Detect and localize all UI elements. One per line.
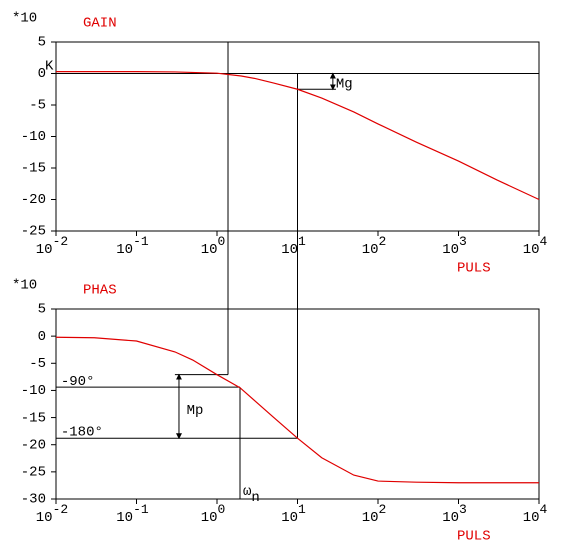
x-tick-exponent: -1: [133, 234, 149, 249]
x-tick-base: 10: [201, 510, 218, 526]
x-tick-base: 10: [362, 510, 379, 526]
x-tick-base: 10: [36, 510, 53, 526]
x-tick-label: 10-2: [36, 502, 68, 525]
y-tick-label: -5: [29, 356, 46, 372]
y-tick-label: 0: [38, 66, 46, 82]
y-tick-label: 5: [38, 35, 46, 51]
x-tick-label: 100: [201, 502, 226, 525]
annotation-text: -180°: [61, 424, 103, 440]
annotation: K: [45, 58, 54, 74]
y-tick-label: -20: [21, 192, 46, 208]
y-tick-label: -20: [21, 437, 46, 453]
x-tick-base: 10: [201, 242, 218, 258]
x-tick-base: 10: [281, 510, 298, 526]
x-tick-exponent: 3: [459, 502, 467, 517]
annotation: Mp: [187, 403, 204, 419]
x-tick-exponent: 1: [298, 502, 306, 517]
x-tick-base: 10: [116, 242, 133, 258]
annotation-text: ω: [243, 484, 252, 500]
x-tick-label: 103: [442, 502, 467, 525]
x-tick-exponent: 0: [218, 502, 226, 517]
y-multiplier: *10: [12, 11, 37, 27]
y-tick-label: -25: [21, 224, 46, 240]
x-tick-base: 10: [523, 242, 540, 258]
y-tick-label: 0: [38, 329, 46, 345]
annotation-text: Mp: [187, 403, 204, 419]
x-tick-exponent: -2: [53, 502, 69, 517]
y-multiplier: *10: [12, 278, 37, 294]
x-tick-exponent: -2: [53, 234, 69, 249]
x-tick-exponent: 2: [379, 502, 387, 517]
x-tick-label: 101: [281, 502, 306, 525]
annotation: -90°: [61, 374, 95, 390]
x-tick-exponent: 4: [540, 502, 548, 517]
y-tick-label: -5: [29, 98, 46, 114]
y-tick-label: -15: [21, 410, 46, 426]
y-tick-label: -10: [21, 383, 46, 399]
x-tick-label: 102: [362, 502, 387, 525]
x-tick-base: 10: [523, 510, 540, 526]
annotation: -180°: [61, 424, 103, 440]
annotation-subscript: n: [251, 490, 259, 506]
x-tick-label: 104: [523, 234, 548, 257]
x-tick-base: 10: [281, 242, 298, 258]
chart-title: PHAS: [83, 283, 117, 299]
annotation: ωn: [243, 484, 260, 506]
x-tick-base: 10: [36, 242, 53, 258]
x-axis-label: PULS: [457, 529, 491, 545]
x-tick-label: 10-1: [116, 234, 149, 257]
chart-title: GAIN: [83, 16, 117, 32]
x-tick-exponent: 4: [540, 234, 548, 249]
y-tick-label: -15: [21, 161, 46, 177]
x-tick-exponent: 0: [218, 234, 226, 249]
annotation: Mg: [336, 76, 353, 92]
x-tick-base: 10: [442, 242, 459, 258]
x-tick-exponent: -1: [133, 502, 149, 517]
x-tick-label: 10-1: [116, 502, 149, 525]
x-tick-exponent: 2: [379, 234, 387, 249]
x-tick-label: 103: [442, 234, 467, 257]
annotation-text: -90°: [61, 374, 95, 390]
x-axis-label: PULS: [457, 261, 491, 277]
x-tick-base: 10: [116, 510, 133, 526]
x-tick-base: 10: [442, 510, 459, 526]
y-tick-label: 5: [38, 302, 46, 318]
x-tick-base: 10: [362, 242, 379, 258]
series-line: [55, 336, 539, 484]
y-tick-label: -10: [21, 129, 46, 145]
annotation-text: Mg: [336, 76, 353, 92]
x-tick-label: 104: [523, 502, 548, 525]
x-tick-label: 10-2: [36, 234, 68, 257]
annotation-text: K: [45, 58, 54, 74]
y-tick-label: -30: [21, 492, 46, 508]
x-tick-exponent: 3: [459, 234, 467, 249]
x-tick-label: 101: [281, 234, 306, 257]
x-tick-label: 102: [362, 234, 387, 257]
y-tick-label: -25: [21, 465, 46, 481]
series-line: [56, 71, 540, 201]
x-tick-exponent: 1: [298, 234, 306, 249]
x-tick-label: 100: [201, 234, 226, 257]
